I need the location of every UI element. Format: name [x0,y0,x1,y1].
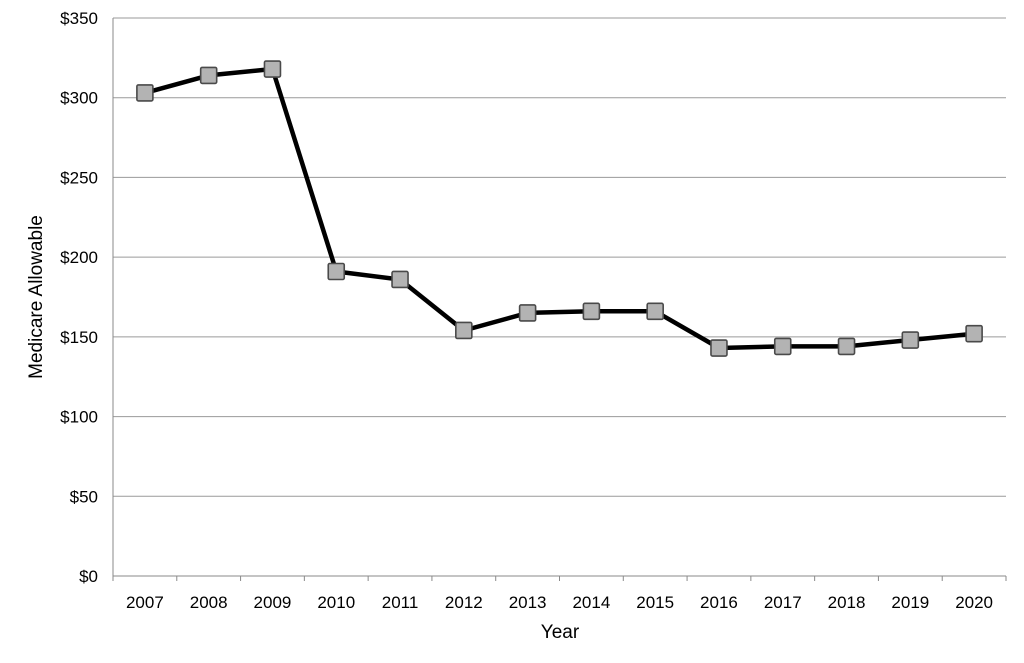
axes [112,18,1007,581]
x-tick-label: 2015 [636,593,674,612]
y-tick-label: $300 [60,89,98,108]
y-tick-labels: $0 $50 $100 $150 $200 $250 $300 $350 [60,9,98,586]
y-tick-label: $350 [60,9,98,28]
x-tick-label: 2010 [317,593,355,612]
y-tick-label: $100 [60,408,98,427]
data-point-2011 [391,270,409,289]
x-tick-label: 2012 [445,593,483,612]
x-tick-label: 2007 [126,593,164,612]
y-axis-title: Medicare Allowable [26,215,47,379]
y-tick-label: $50 [70,487,98,506]
x-axis-title: Year [541,622,580,643]
x-tick-label: 2013 [509,593,547,612]
data-point-2019 [901,331,920,349]
x-tick-label: 2008 [190,593,228,612]
x-tick-label: 2020 [955,593,993,612]
x-tick-label: 2019 [891,593,929,612]
data-point-2007 [136,84,154,102]
x-tick-label: 2009 [254,593,292,612]
data-point-2014 [582,302,601,321]
series-line [142,66,977,351]
x-tick-label: 2017 [764,593,802,612]
data-point-2018 [837,337,856,356]
y-tick-label: $150 [60,328,98,347]
x-tick-label: 2016 [700,593,738,612]
data-point-2020 [965,324,983,343]
y-tick-label: $0 [79,567,98,586]
data-point-2017 [773,337,792,356]
data-point-2009 [263,60,282,78]
data-point-2013 [518,304,537,322]
x-tick-label: 2018 [828,593,866,612]
x-tick-labels: 2007 2008 2009 2010 2011 2012 2013 2014 2015 2016… [126,593,993,612]
data-point-2016 [710,339,728,357]
x-tick-label: 2011 [382,593,419,612]
data-point-2008 [199,66,218,85]
series-layer [136,60,983,357]
data-point-2010 [327,262,346,281]
y-tick-label: $250 [60,168,98,187]
grid-lines [113,17,1006,497]
y-tick-label: $200 [60,248,98,267]
data-point-2012 [455,321,473,340]
data-point-2015 [646,302,664,321]
x-tick-label: 2014 [572,593,610,612]
